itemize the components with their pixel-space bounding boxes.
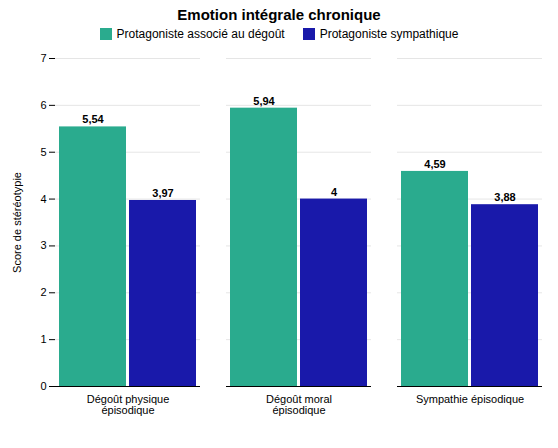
svg-text:0: 0 (40, 380, 46, 392)
svg-text:4,59: 4,59 (424, 158, 445, 170)
html-text:Protagoniste associé au dégoût: Protagoniste associé au dégoût (116, 27, 285, 41)
svg-text:5: 5 (40, 146, 46, 158)
svg-text:Sympathie épisodique: Sympathie épisodique (416, 393, 524, 405)
svg-text:7: 7 (40, 52, 46, 64)
svg-text:6: 6 (40, 99, 46, 111)
svg-text:3: 3 (40, 239, 46, 251)
svg-text:Dégoût moralépisodique: Dégoût moralépisodique (266, 393, 332, 416)
svg-text:3,88: 3,88 (494, 191, 515, 203)
svg-text:4: 4 (40, 193, 46, 205)
svg-text:5,94: 5,94 (253, 95, 275, 107)
svg-text:Dégoût physiqueépisodique: Dégoût physiqueépisodique (87, 393, 170, 416)
svg-text:5,54: 5,54 (82, 113, 104, 125)
svg-text:Score de stéréotypie: Score de stéréotypie (11, 172, 23, 273)
svg-text:1: 1 (40, 333, 46, 345)
svg-text:3,97: 3,97 (152, 187, 173, 199)
html-text:Emotion intégrale chronique: Emotion intégrale chronique (177, 6, 381, 23)
svg-text:4: 4 (331, 186, 338, 198)
svg-text:2: 2 (40, 286, 46, 298)
html-text:Protagoniste sympathique: Protagoniste sympathique (319, 27, 459, 41)
